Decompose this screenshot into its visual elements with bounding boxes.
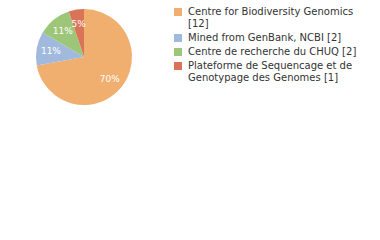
- svg-text:5%: 5%: [71, 19, 86, 29]
- html-text:Centre de recherche du CHUQ [2: Centre de recherche du CHUQ [2]: [188, 46, 357, 57]
- svg-text:11%: 11%: [41, 46, 61, 56]
- html-text:Plateforme de Sequencage et de: Plateforme de Sequencage et de Genotypag…: [188, 60, 353, 83]
- svg-text:11%: 11%: [53, 26, 73, 36]
- html-text:Centre for Biodiversity Genomi: Centre for Biodiversity Genomics [12]: [188, 6, 354, 29]
- svg-text:70%: 70%: [100, 74, 120, 84]
- html-text:Mined from GenBank, NCBI [2]: Mined from GenBank, NCBI [2]: [188, 32, 342, 43]
